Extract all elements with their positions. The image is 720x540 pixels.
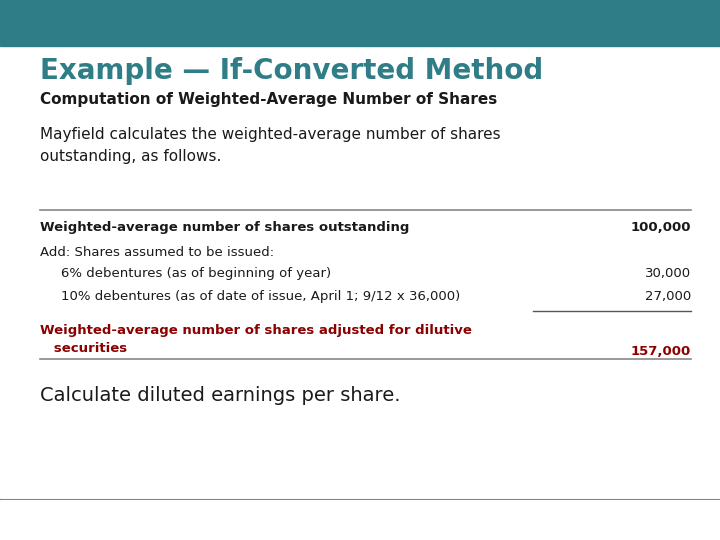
Text: Weighted-average number of shares adjusted for dilutive
   securities: Weighted-average number of shares adjust… bbox=[40, 324, 472, 354]
Bar bbox=[0, 500, 720, 540]
Text: Example — If-Converted Method: Example — If-Converted Method bbox=[40, 57, 543, 85]
Text: 100,000: 100,000 bbox=[631, 221, 691, 234]
Text: Weighted-average number of shares outstanding: Weighted-average number of shares outsta… bbox=[40, 221, 409, 234]
Bar bbox=[0, 0, 720, 46]
Text: Computation of Weighted-Average Number of Shares: Computation of Weighted-Average Number o… bbox=[40, 92, 497, 107]
Text: 27,000: 27,000 bbox=[645, 290, 691, 303]
Text: 30,000: 30,000 bbox=[645, 267, 691, 280]
Text: 10% debentures (as of date of issue, April 1; 9/12 x 36,000): 10% debentures (as of date of issue, Apr… bbox=[61, 290, 461, 303]
Text: Mayfield calculates the weighted-average number of shares
outstanding, as follow: Mayfield calculates the weighted-average… bbox=[40, 127, 500, 164]
Text: 157,000: 157,000 bbox=[631, 345, 691, 357]
Text: Copyright ©2019 John Wiley & Sons, Inc.: Copyright ©2019 John Wiley & Sons, Inc. bbox=[246, 515, 474, 525]
Text: 65: 65 bbox=[678, 515, 691, 525]
Text: Calculate diluted earnings per share.: Calculate diluted earnings per share. bbox=[40, 386, 400, 405]
Text: 6% debentures (as of beginning of year): 6% debentures (as of beginning of year) bbox=[61, 267, 331, 280]
Text: Add: Shares assumed to be issued:: Add: Shares assumed to be issued: bbox=[40, 246, 274, 259]
Text: LO 5: LO 5 bbox=[40, 515, 65, 525]
